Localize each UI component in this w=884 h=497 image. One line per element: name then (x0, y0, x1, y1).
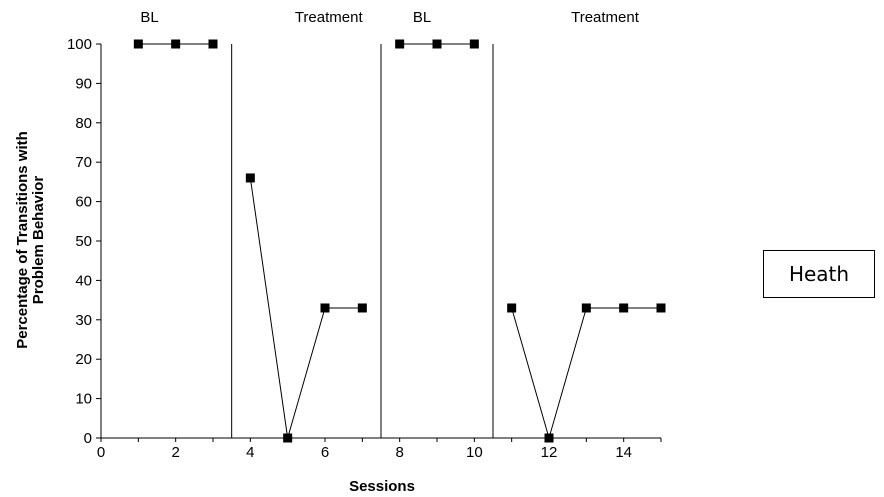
y-tick-label: 40 (75, 272, 92, 289)
data-point (208, 39, 218, 49)
y-tick-label: 50 (75, 233, 92, 250)
x-tick-label: 0 (97, 444, 105, 461)
x-tick-label: 8 (395, 444, 403, 461)
x-tick-label: 2 (171, 444, 179, 461)
data-point (395, 39, 405, 49)
x-tick-label: 10 (466, 444, 483, 461)
x-tick-label: 6 (321, 444, 329, 461)
data-point (507, 303, 517, 313)
data-point (245, 173, 255, 183)
data-point (283, 433, 293, 443)
phase-label: Treatment (571, 9, 640, 26)
y-tick-label: 60 (75, 194, 92, 211)
data-point (619, 303, 629, 313)
phase-label: Treatment (295, 9, 364, 26)
data-point (357, 303, 367, 313)
y-tick-label: 100 (67, 36, 92, 53)
x-axis-title: Sessions (349, 478, 415, 495)
participant-label-box: Heath (763, 250, 875, 298)
phase-label: BL (413, 9, 431, 26)
x-tick-label: 4 (246, 444, 254, 461)
y-tick-label: 10 (75, 391, 92, 408)
participant-label: Heath (788, 262, 850, 286)
data-point (544, 433, 554, 443)
y-axis-title-line: Problem Behavior (30, 176, 47, 305)
y-tick-label: 90 (75, 75, 92, 92)
data-point (581, 303, 591, 313)
phase-label: BL (140, 9, 158, 26)
y-tick-label: 70 (75, 154, 92, 171)
y-tick-label: 80 (75, 115, 92, 132)
y-axis-title-line: Percentage of Transitions with (14, 131, 31, 349)
x-tick-label: 14 (615, 444, 632, 461)
data-point (432, 39, 442, 49)
data-point (469, 39, 479, 49)
x-tick-label: 12 (541, 444, 558, 461)
data-point (133, 39, 143, 49)
data-line-segment (511, 307, 661, 440)
data-point (656, 303, 666, 313)
data-point (171, 39, 181, 49)
data-point (320, 303, 330, 313)
y-tick-label: 20 (75, 351, 92, 368)
y-tick-label: 0 (84, 430, 92, 447)
data-line-segment (249, 177, 363, 439)
y-axis-title: Percentage of Transitions withProblem Be… (14, 131, 47, 349)
y-tick-label: 30 (75, 312, 92, 329)
